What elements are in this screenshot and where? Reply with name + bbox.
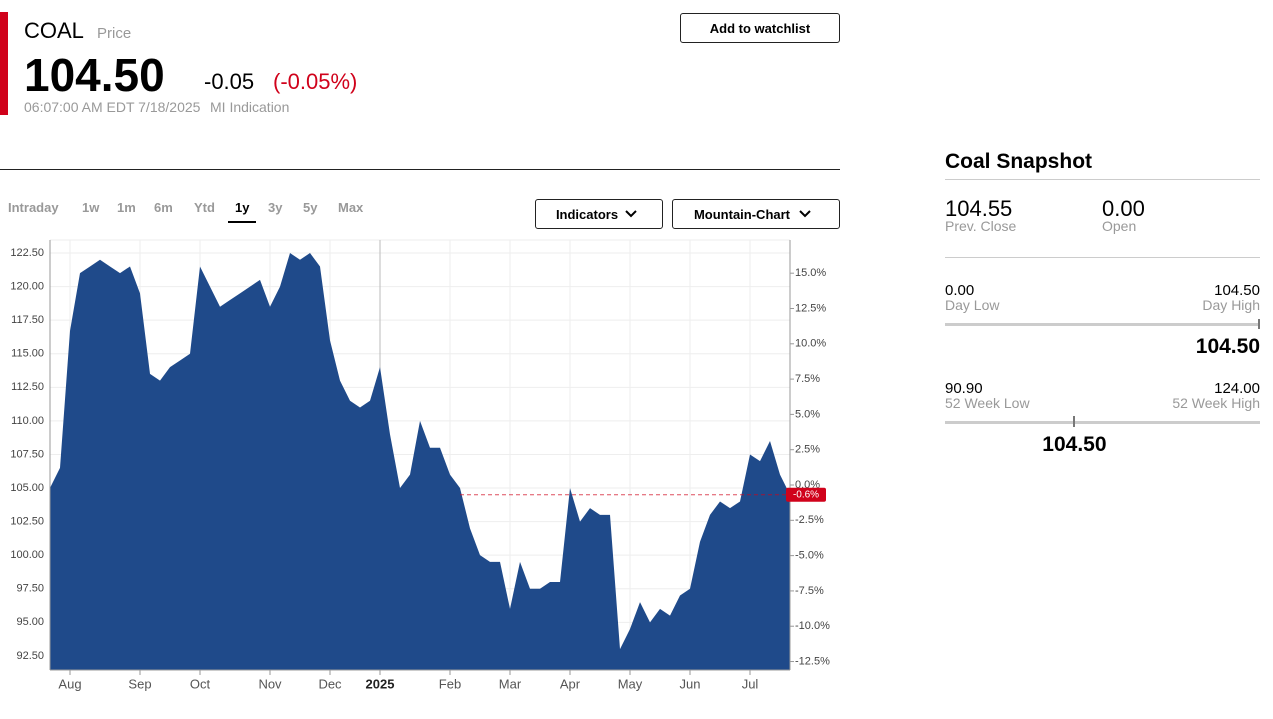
- prev-close: 104.55: [945, 196, 1013, 221]
- prev-close-label: Prev. Close: [945, 218, 1017, 234]
- x-tick-label: Dec: [318, 676, 342, 691]
- range-tab[interactable]: Max: [338, 200, 364, 215]
- day-low: 0.00: [945, 282, 975, 299]
- y2-tick-label: 15.0%: [795, 267, 826, 279]
- open: 0.00: [1102, 196, 1145, 221]
- y-tick-label: 115.00: [11, 348, 44, 360]
- week52-marker: [1073, 416, 1076, 427]
- y-tick-label: 117.50: [11, 314, 44, 326]
- range-tab[interactable]: 6m: [154, 200, 173, 215]
- watchlist-button[interactable]: Add to watchlist: [680, 13, 840, 43]
- x-tick-label: Nov: [258, 676, 282, 691]
- divider: [0, 169, 840, 170]
- range-tab[interactable]: 3y: [268, 200, 283, 215]
- symbol: COAL: [24, 18, 84, 43]
- y-tick-label: 122.50: [10, 247, 44, 259]
- price-area: [50, 253, 790, 670]
- range-tab[interactable]: 5y: [303, 200, 318, 215]
- y2-tick-label: -12.5%: [795, 655, 830, 667]
- x-tick-label: Sep: [128, 676, 151, 691]
- indicators-dropdown[interactable]: Indicators: [535, 199, 663, 229]
- y2-tick-label: -2.5%: [795, 514, 824, 526]
- day-high: 104.50: [1214, 282, 1260, 299]
- price: 104.50: [24, 49, 165, 101]
- day-high-label: Day High: [1202, 297, 1260, 313]
- source: MI Indication: [210, 99, 290, 115]
- y-tick-label: 110.00: [11, 415, 44, 427]
- week52-high-label: 52 Week High: [1172, 395, 1260, 411]
- accent-bar: [0, 12, 8, 115]
- change-badge: [786, 487, 826, 502]
- x-tick-label: Apr: [560, 676, 581, 691]
- x-tick-label: Oct: [190, 676, 211, 691]
- y-tick-label: 102.50: [10, 516, 44, 528]
- range-tab[interactable]: 1m: [117, 200, 136, 215]
- y-tick-label: 112.50: [11, 381, 44, 393]
- dropdown-label: Indicators: [555, 206, 619, 222]
- y2-tick-label: 5.0%: [795, 408, 820, 420]
- x-tick-label: Feb: [439, 676, 461, 691]
- change-pct: (-0.05%): [273, 69, 358, 94]
- range-tab[interactable]: Intraday: [8, 200, 59, 215]
- x-tick-label: 2025: [366, 676, 395, 691]
- change-badge-label: -0.6%: [793, 489, 819, 500]
- chevron: [625, 210, 637, 218]
- timestamp: 06:07:00 AM EDT 7/18/2025: [24, 99, 201, 115]
- snapshot-title: Coal Snapshot: [945, 150, 1093, 173]
- range-tab[interactable]: 1w: [82, 200, 100, 215]
- y2-tick-label: 12.5%: [795, 302, 826, 314]
- y-tick-label: 95.00: [16, 616, 44, 628]
- y2-tick-label: 10.0%: [795, 338, 826, 350]
- divider: [945, 179, 1260, 180]
- y-tick-label: 97.50: [16, 583, 44, 595]
- price-label: Price: [97, 25, 132, 42]
- change: -0.05: [204, 69, 255, 94]
- day-range-bar: [945, 323, 1260, 326]
- x-tick-label: Aug: [58, 676, 81, 691]
- week52-low-label: 52 Week Low: [945, 395, 1030, 411]
- week52-low: 90.90: [945, 380, 983, 397]
- y2-tick-label: 7.5%: [795, 373, 820, 385]
- range-tab[interactable]: Ytd: [194, 200, 215, 215]
- chevron: [799, 210, 811, 218]
- divider: [945, 257, 1260, 258]
- range-tab[interactable]: 1y: [228, 200, 257, 223]
- y-tick-label: 100.00: [10, 549, 44, 561]
- y2-tick-label: -10.0%: [795, 620, 830, 632]
- chart-type-dropdown[interactable]: Mountain-Chart: [672, 199, 840, 229]
- y-tick-label: 105.00: [10, 482, 44, 494]
- week52-current: 104.50: [1042, 433, 1107, 456]
- y2-tick-label: 2.5%: [795, 444, 820, 456]
- chart: 92.50 95.00 97.50 100.00 102.50 105.00 107.50 1…: [10, 239, 830, 691]
- open-label: Open: [1102, 218, 1137, 234]
- x-tick-label: Mar: [499, 676, 522, 691]
- x-tick-label: Jul: [742, 676, 759, 691]
- y-tick-label: 120.00: [10, 281, 44, 293]
- y2-tick-label: -5.0%: [795, 550, 824, 562]
- y-tick-label: 107.50: [10, 448, 44, 460]
- x-tick-label: Jun: [680, 676, 701, 691]
- day-low-label: Day Low: [945, 297, 1000, 313]
- week52-high: 124.00: [1214, 380, 1260, 397]
- x-tick-label: May: [618, 676, 643, 691]
- y2-tick-label: -7.5%: [795, 585, 824, 597]
- day-range-marker: [1258, 319, 1260, 329]
- y-tick-label: 92.50: [16, 650, 44, 662]
- day-current: 104.50: [1195, 335, 1260, 358]
- week52-range-bar: [945, 421, 1260, 424]
- dropdown-label: Mountain-Chart: [693, 206, 791, 222]
